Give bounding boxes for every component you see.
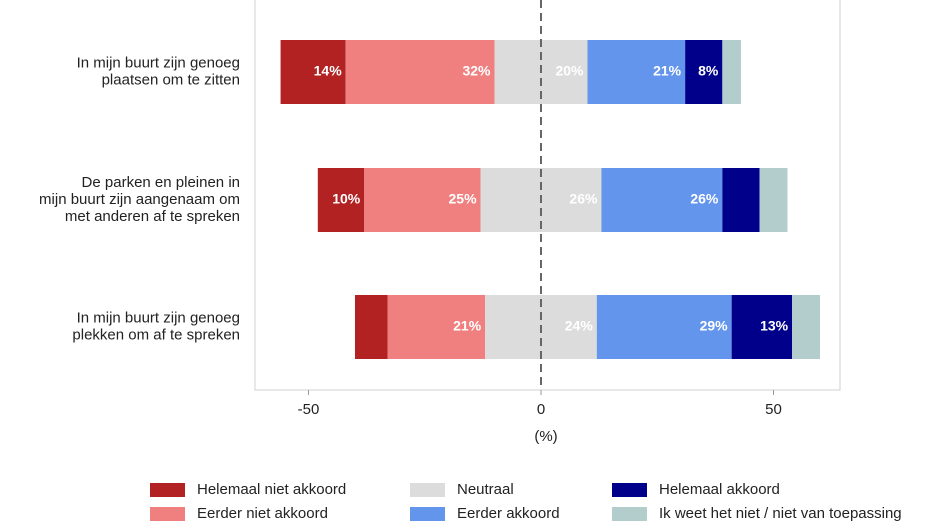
legend-label: Ik weet het niet / niet van toepassing <box>659 505 902 522</box>
value-label: 32% <box>462 63 491 79</box>
value-label: 26% <box>690 191 719 207</box>
bar-segment <box>601 168 723 232</box>
value-label: 25% <box>449 191 478 207</box>
value-label: 10% <box>332 191 361 207</box>
value-label: 14% <box>314 63 343 79</box>
value-label: 8% <box>698 63 719 79</box>
bar-segment <box>722 168 760 232</box>
bar-segment <box>387 295 486 359</box>
value-label: 13% <box>760 318 789 334</box>
bar-segment <box>731 295 793 359</box>
bar-segment <box>722 40 741 104</box>
bar-segment <box>759 168 788 232</box>
value-label: 24% <box>565 318 594 334</box>
y-tick-label: In mijn buurt zijn genoeg plaatsen om te … <box>77 54 240 88</box>
legend-swatch <box>410 507 445 521</box>
bar-segment <box>354 295 388 359</box>
legend-swatch <box>612 507 647 521</box>
value-label: 21% <box>453 318 482 334</box>
legend-label: Helemaal niet akkoord <box>197 481 346 498</box>
bar-segment <box>280 40 346 104</box>
legend-swatch <box>150 507 185 521</box>
value-label: 29% <box>700 318 729 334</box>
bar-segment <box>587 40 686 104</box>
value-label: 21% <box>653 63 682 79</box>
y-tick-label: De parken en pleinen in mijn buurt zijn a… <box>39 174 240 225</box>
legend-label: Eerder akkoord <box>457 505 560 522</box>
legend-swatch <box>612 483 647 497</box>
bar-segment <box>345 40 495 104</box>
legend-label: Eerder niet akkoord <box>197 505 328 522</box>
value-label: 20% <box>555 63 584 79</box>
bar-segment <box>364 168 481 232</box>
legend-label: Neutraal <box>457 481 514 498</box>
y-tick-label: In mijn buurt zijn genoeg plekken om af t… <box>72 309 240 343</box>
x-tick-label: 0 <box>537 401 545 418</box>
legend-swatch <box>150 483 185 497</box>
value-label: 26% <box>569 191 598 207</box>
bar-segment <box>792 295 821 359</box>
x-axis-label: (%) <box>534 428 557 445</box>
bar-segment <box>685 40 723 104</box>
legend-swatch <box>410 483 445 497</box>
bar-segment <box>596 295 732 359</box>
plot-frame <box>254 0 841 391</box>
x-tick-label: -50 <box>298 401 320 418</box>
x-tick-label: 50 <box>765 401 782 418</box>
bar-segment <box>317 168 365 232</box>
legend-label: Helemaal akkoord <box>659 481 780 498</box>
